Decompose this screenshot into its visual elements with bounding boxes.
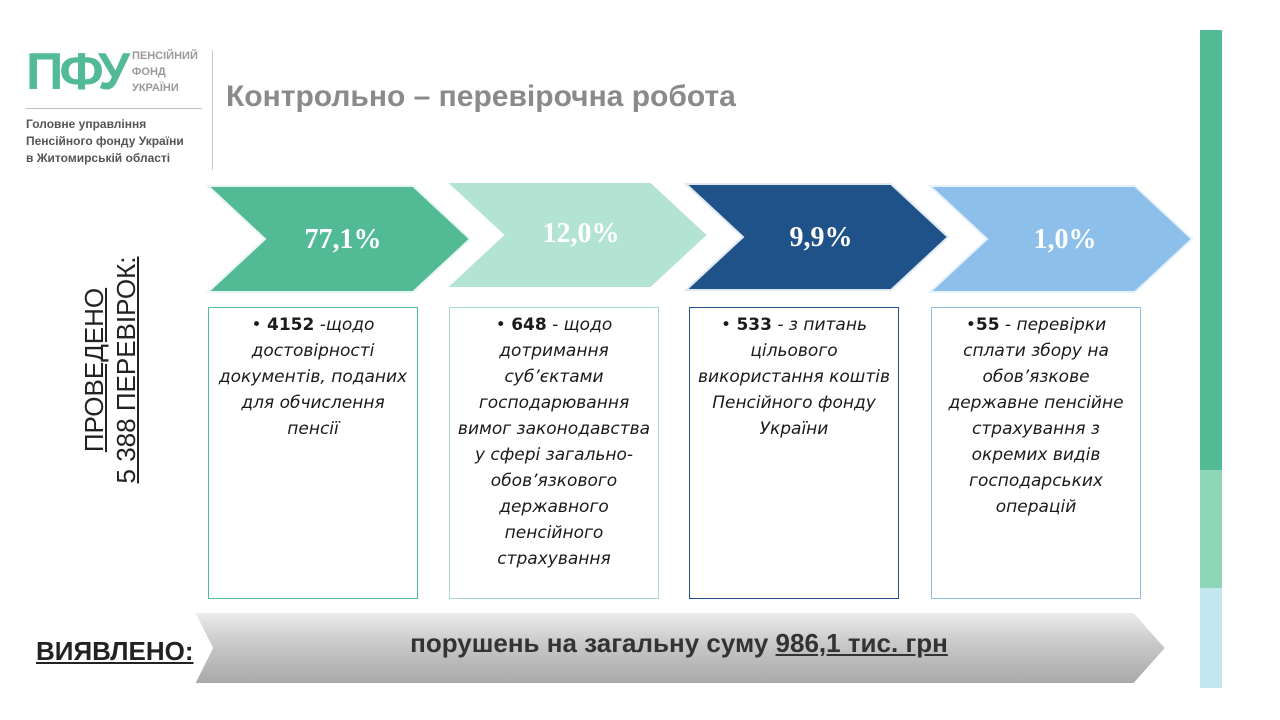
separator: -	[771, 315, 789, 335]
vertical-label-text: ПРОВЕДЕНО 5 388 ПЕРЕВІРОК:	[78, 257, 142, 484]
chevron-3: 9,9%	[683, 183, 950, 291]
vertical-label-line1: ПРОВЕДЕНО	[79, 287, 109, 453]
separator: -	[546, 315, 564, 335]
count: 533	[736, 315, 772, 335]
logo-name-line: ПЕНСІЙНИЙ	[132, 50, 198, 62]
page-title: Контрольно – перевірочна робота	[226, 80, 736, 113]
bullet: •	[721, 315, 737, 335]
decorative-side-bar	[1200, 30, 1222, 688]
bullet: •	[251, 315, 267, 335]
chevron-percent: 1,0%	[1033, 224, 1097, 255]
logo-name-line: УКРАЇНИ	[132, 82, 179, 94]
chevron-percent: 12,0%	[542, 218, 620, 249]
logo-subtitle-line: Головне управління	[26, 117, 147, 131]
found-label: ВИЯВЛЕНО:	[36, 636, 194, 666]
chevron-shape	[927, 185, 1194, 293]
side-bar-segment	[1200, 470, 1222, 588]
summary-arrow	[194, 612, 1168, 684]
count: 4152	[266, 315, 315, 335]
summary-text: порушень на загальну суму 986,1 тис. грн	[194, 628, 1164, 659]
summary-prefix: порушень на загальну суму	[410, 628, 776, 658]
description-box-1: • 4152 -щодо достовірності документів, п…	[208, 307, 418, 599]
chevron-shape	[205, 185, 472, 293]
bullet: •	[965, 315, 976, 335]
separator: -	[999, 315, 1017, 335]
separator: -	[314, 315, 326, 335]
chevron-2: 12,0%	[443, 181, 710, 289]
description-box-2: • 648 - щодо дотримання суб’єктами госпо…	[449, 307, 659, 599]
chevron-shape	[443, 181, 710, 289]
logo-subtitle-line: Пенсійного фонду України	[26, 134, 184, 148]
chevron-shape	[683, 183, 950, 291]
logo-name: ПЕНСІЙНИЙ ФОНД УКРАЇНИ	[132, 48, 198, 96]
description-box-4: •55 - перевірки сплати збору на обов’язк…	[931, 307, 1141, 599]
logo-mark: ПФУ	[26, 43, 130, 101]
description-text: щодо дотримання суб’єктами господарюванн…	[457, 315, 651, 569]
chevron-percent: 77,1%	[304, 224, 382, 255]
bullet: •	[495, 315, 512, 335]
header-divider	[212, 50, 213, 170]
count: 648	[511, 315, 547, 335]
side-bar-segment	[1200, 30, 1222, 470]
vertical-label-line2: 5 388 ПЕРЕВІРОК:	[111, 256, 141, 484]
chevron-1: 77,1%	[205, 185, 472, 293]
description-text: перевірки сплати збору на обов’язкове де…	[948, 315, 1124, 517]
logo-subtitle-line: в Житомирській області	[26, 151, 171, 165]
vertical-label: ПРОВЕДЕНО 5 388 ПЕРЕВІРОК:	[72, 230, 148, 510]
logo-subtitle: Головне управління Пенсійного фонду Укра…	[26, 116, 184, 167]
description-box-3: • 533 - з питань цільового використання …	[689, 307, 899, 599]
count: 55	[975, 315, 1000, 335]
logo-divider	[26, 108, 202, 109]
description-text: щодо достовірності документів, поданих д…	[218, 315, 408, 439]
description-text: з питань цільового використання коштів П…	[698, 315, 890, 439]
chevron-percent: 9,9%	[789, 222, 853, 253]
side-bar-segment	[1200, 588, 1222, 688]
logo: ПФУ ПЕНСІЙНИЙ ФОНД УКРАЇНИ Головне управ…	[26, 42, 212, 172]
chevron-4: 1,0%	[927, 185, 1194, 293]
logo-name-line: ФОНД	[132, 66, 166, 78]
summary-sum: 986,1 тис. грн	[775, 628, 948, 658]
